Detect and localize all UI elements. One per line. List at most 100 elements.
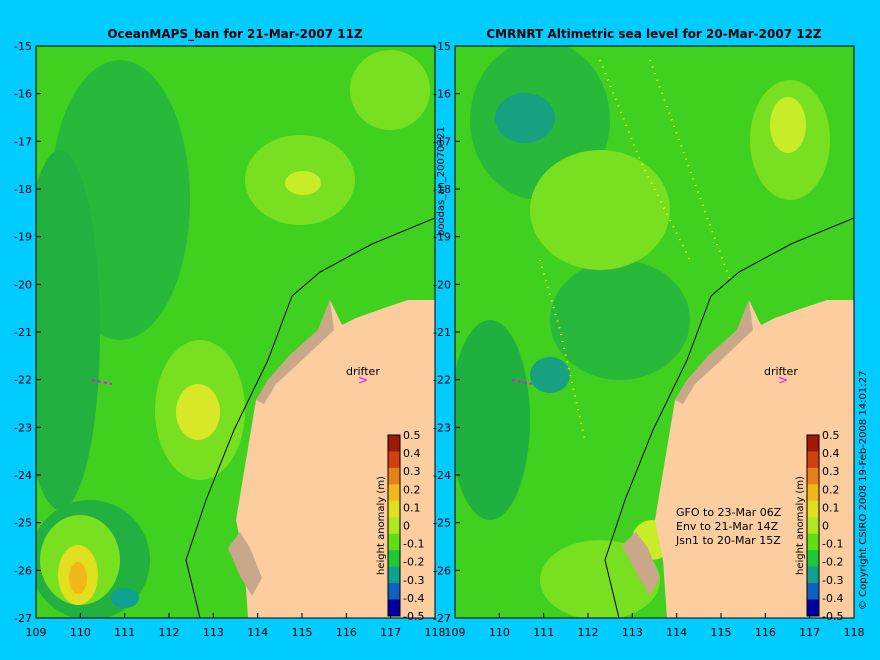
green-patch xyxy=(455,320,530,520)
colorbar-swatch xyxy=(388,599,400,617)
y-tick-label: -25 xyxy=(433,517,451,530)
orange-patch xyxy=(69,562,87,594)
colorbar-swatch xyxy=(807,467,819,485)
colorbar-tick-label: 0.3 xyxy=(822,465,840,478)
right-drifter-label: drifter xyxy=(764,365,798,378)
satellite-track xyxy=(599,59,691,261)
colorbar-tick-label: 0.5 xyxy=(822,429,840,442)
x-tick-label: 111 xyxy=(114,626,135,639)
x-tick-label: 110 xyxy=(70,626,91,639)
colorbar-swatch xyxy=(807,451,819,469)
colorbar-swatch xyxy=(388,533,400,551)
colorbar-frame xyxy=(387,434,401,617)
y-tick-label: -17 xyxy=(14,135,32,148)
colorbar-swatch xyxy=(388,435,400,452)
y-tick-label: -23 xyxy=(433,421,451,434)
x-tick-label: 111 xyxy=(533,626,554,639)
teal-patch xyxy=(111,588,139,608)
colorbar-tick-label: -0.3 xyxy=(822,574,843,587)
y-tick-label: -20 xyxy=(14,278,32,291)
shelf xyxy=(256,300,334,404)
left-drifter-label: drifter xyxy=(346,365,380,378)
colorbar-tick-label: -0.5 xyxy=(822,610,843,623)
colorbars: 0.5 0.4 0.3 0.2 0.1 0 -0.1 -0.2 -0.3 -0.4 -0.5 heig… xyxy=(376,429,843,623)
colorbar-tick-label: -0.1 xyxy=(822,538,843,551)
y-tick-label: -27 xyxy=(433,612,451,625)
altimeter-annotation: GFO to 23-Mar 06Z xyxy=(676,506,782,519)
y-tick-label: -22 xyxy=(14,374,32,387)
colorbar-tick-label: 0 xyxy=(403,520,410,533)
colorbar-tick-label: -0.3 xyxy=(403,574,424,587)
colorbar-swatch xyxy=(807,599,819,617)
x-tick-label: 117 xyxy=(380,626,401,639)
y-tick-label: -21 xyxy=(14,326,32,339)
colorbar-tick-label: -0.1 xyxy=(403,538,424,551)
altimeter-annotation: Env to 21-Mar 14Z xyxy=(676,520,779,533)
y-tick-label: -24 xyxy=(14,469,32,482)
colorbar-tick-label: -0.5 xyxy=(403,610,424,623)
yellowgreen-patch xyxy=(770,97,806,153)
left-side-label: boodas_an_20070321 xyxy=(436,126,447,236)
colorbar-tick-label: 0.2 xyxy=(403,483,421,496)
copyright: © Copyright CSIRO 2008 19-Feb-2008 14:01… xyxy=(858,371,869,610)
colorbar-swatch xyxy=(807,517,819,535)
colorbar-swatch xyxy=(388,583,400,601)
y-tick-label: -21 xyxy=(433,326,451,339)
colorbar-swatch xyxy=(388,550,400,568)
x-tick-label: 118 xyxy=(844,626,865,639)
y-tick-label: -19 xyxy=(14,231,32,244)
colorbar-tick-label: 0.5 xyxy=(403,429,421,442)
green-patch xyxy=(36,150,100,510)
colorbar-tick-label: 0.1 xyxy=(403,501,421,514)
x-tick-label: 112 xyxy=(578,626,599,639)
lightgreen-patch xyxy=(530,150,670,270)
right-map xyxy=(455,46,854,618)
x-tick-label: 113 xyxy=(622,626,643,639)
x-tick-label: 114 xyxy=(666,626,687,639)
teal-patch xyxy=(495,93,555,143)
colorbar-swatch xyxy=(807,533,819,551)
y-tick-label: -16 xyxy=(433,88,451,101)
y-tick-label: -20 xyxy=(433,278,451,291)
yellowgreen-patch xyxy=(285,171,321,195)
colorbar-tick-label: -0.4 xyxy=(822,592,843,605)
y-tick-label: -18 xyxy=(433,183,451,196)
colorbar-label: height anomaly (m) xyxy=(376,476,387,575)
land xyxy=(236,300,435,618)
teal-patch xyxy=(530,357,570,393)
y-tick-label: -23 xyxy=(14,421,32,434)
x-tick-label: 115 xyxy=(292,626,313,639)
colorbar-swatch xyxy=(388,500,400,518)
y-tick-label: -15 xyxy=(433,40,451,53)
left-map xyxy=(36,46,435,618)
colorbar-swatch xyxy=(807,435,819,452)
y-tick-label: -27 xyxy=(14,612,32,625)
shelf xyxy=(622,532,660,596)
x-tick-label: 116 xyxy=(755,626,776,639)
lightgreen-patch xyxy=(350,50,430,130)
x-tick-label: 112 xyxy=(159,626,180,639)
x-tick-label: 117 xyxy=(799,626,820,639)
bathymetry-contour xyxy=(604,217,854,618)
altimeter-annotation: Jsn1 to 20-Mar 15Z xyxy=(675,534,781,547)
colorbar-swatch xyxy=(807,566,819,584)
axes: 109 110 111 112 113 114 115 116 117 118 -15 -16 -17 -… xyxy=(14,40,864,639)
x-tick-label: 114 xyxy=(247,626,268,639)
colorbar-swatch xyxy=(388,467,400,485)
y-tick-label: -22 xyxy=(433,374,451,387)
x-tick-label: 118 xyxy=(425,626,446,639)
colorbar-swatch xyxy=(388,517,400,535)
x-tick-label: 110 xyxy=(489,626,510,639)
colorbar-tick-label: 0 xyxy=(822,520,829,533)
land xyxy=(655,300,854,618)
y-tick-label: -17 xyxy=(433,135,451,148)
y-tick-label: -15 xyxy=(14,40,32,53)
shelf xyxy=(228,532,262,596)
x-tick-label: 116 xyxy=(336,626,357,639)
colorbar-tick-label: 0.1 xyxy=(822,501,840,514)
shelf xyxy=(675,300,753,404)
y-tick-label: -26 xyxy=(433,564,451,577)
colorbar-swatch xyxy=(807,484,819,502)
y-tick-label: -16 xyxy=(14,88,32,101)
